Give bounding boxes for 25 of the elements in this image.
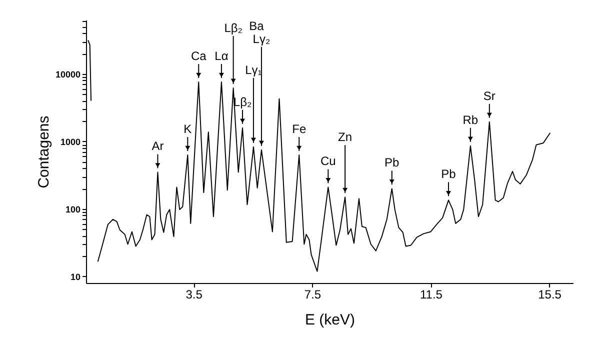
x-axis-title: E (keV) <box>304 312 356 328</box>
x-tick-label: 3.5 <box>186 288 203 302</box>
y-tick-label: 1000 <box>60 136 80 147</box>
annotation: Lγ₂ <box>252 32 270 46</box>
annotation: Lα <box>214 49 228 63</box>
annotation: K <box>184 122 192 136</box>
annotation: Lγ₁ <box>245 62 262 77</box>
annotation: Pb <box>384 156 400 170</box>
annotation: Lβ₂ <box>224 20 243 35</box>
x-tick-label: 15.5 <box>538 288 562 302</box>
annotation: Sr <box>483 88 496 103</box>
x-tick-label: 7.5 <box>304 288 322 302</box>
annotation: Zn <box>338 130 352 144</box>
y-tick-label: 10000 <box>55 69 80 80</box>
annotation: Pb <box>441 167 456 182</box>
annotation: Rb <box>462 112 478 127</box>
annotation: Ca <box>190 49 207 63</box>
annotation: Ba <box>249 19 264 33</box>
y-tick-label: 100 <box>65 204 80 214</box>
annotation: Ar <box>152 139 164 154</box>
y-tick-label: 10 <box>70 272 80 282</box>
annotation: Cu <box>320 154 336 168</box>
x-tick-label: 11.5 <box>420 288 443 302</box>
annotation: Fe <box>292 122 306 136</box>
y-axis-title: Contagens <box>35 116 52 188</box>
